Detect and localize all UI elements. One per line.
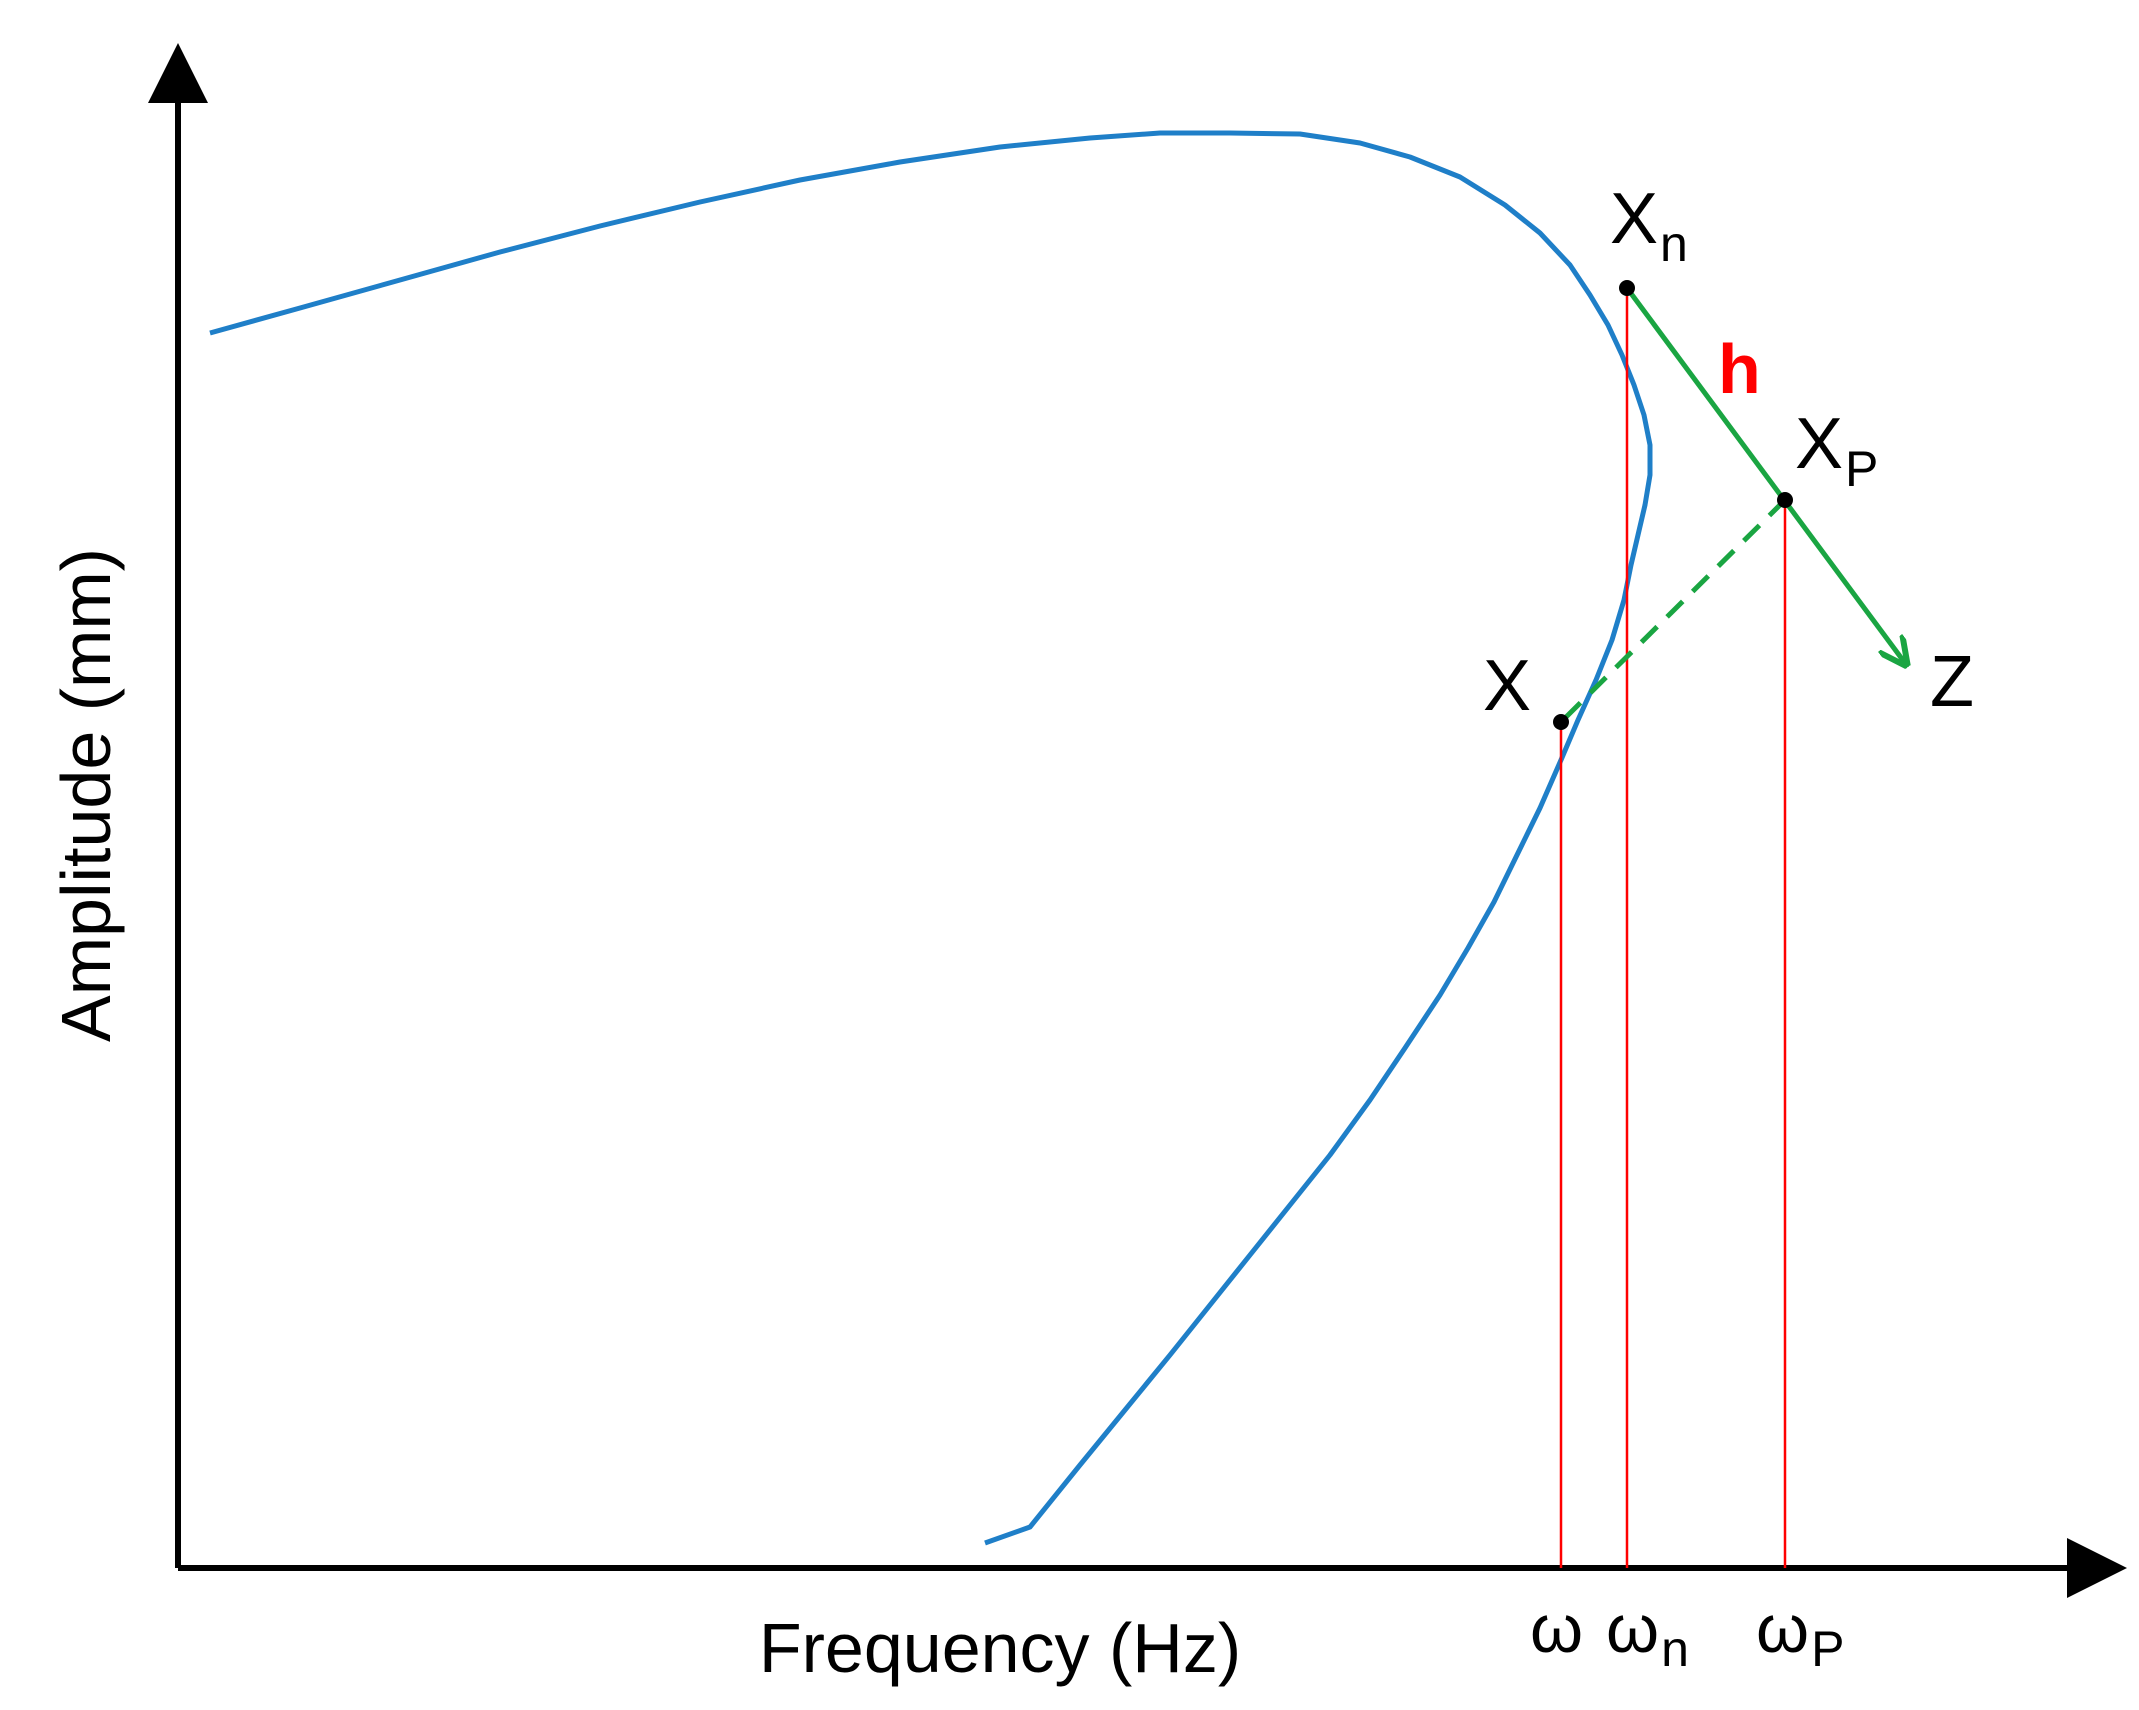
label-z: Z: [1930, 642, 1974, 722]
tangent-predictor: [1624, 286, 1905, 663]
point-xp: [1777, 492, 1793, 508]
response-curve: [209, 130, 1653, 1546]
label-xp: XP: [1795, 404, 1878, 497]
tick-label-omega: ω: [1530, 1591, 1583, 1667]
point-x: [1553, 714, 1569, 730]
y-axis-title: Amplitude (mm): [47, 548, 125, 1042]
label-xn: Xn: [1610, 179, 1688, 272]
label-x: X: [1483, 646, 1531, 726]
step-size-label: h: [1718, 330, 1761, 408]
point-xn: [1619, 280, 1635, 296]
x-axis-title: Frequency (Hz): [759, 1609, 1241, 1687]
corrector-line: [1559, 498, 1787, 724]
tick-label-omega-p: ωP: [1756, 1591, 1844, 1677]
tick-label-omega-n: ωn: [1606, 1591, 1689, 1677]
